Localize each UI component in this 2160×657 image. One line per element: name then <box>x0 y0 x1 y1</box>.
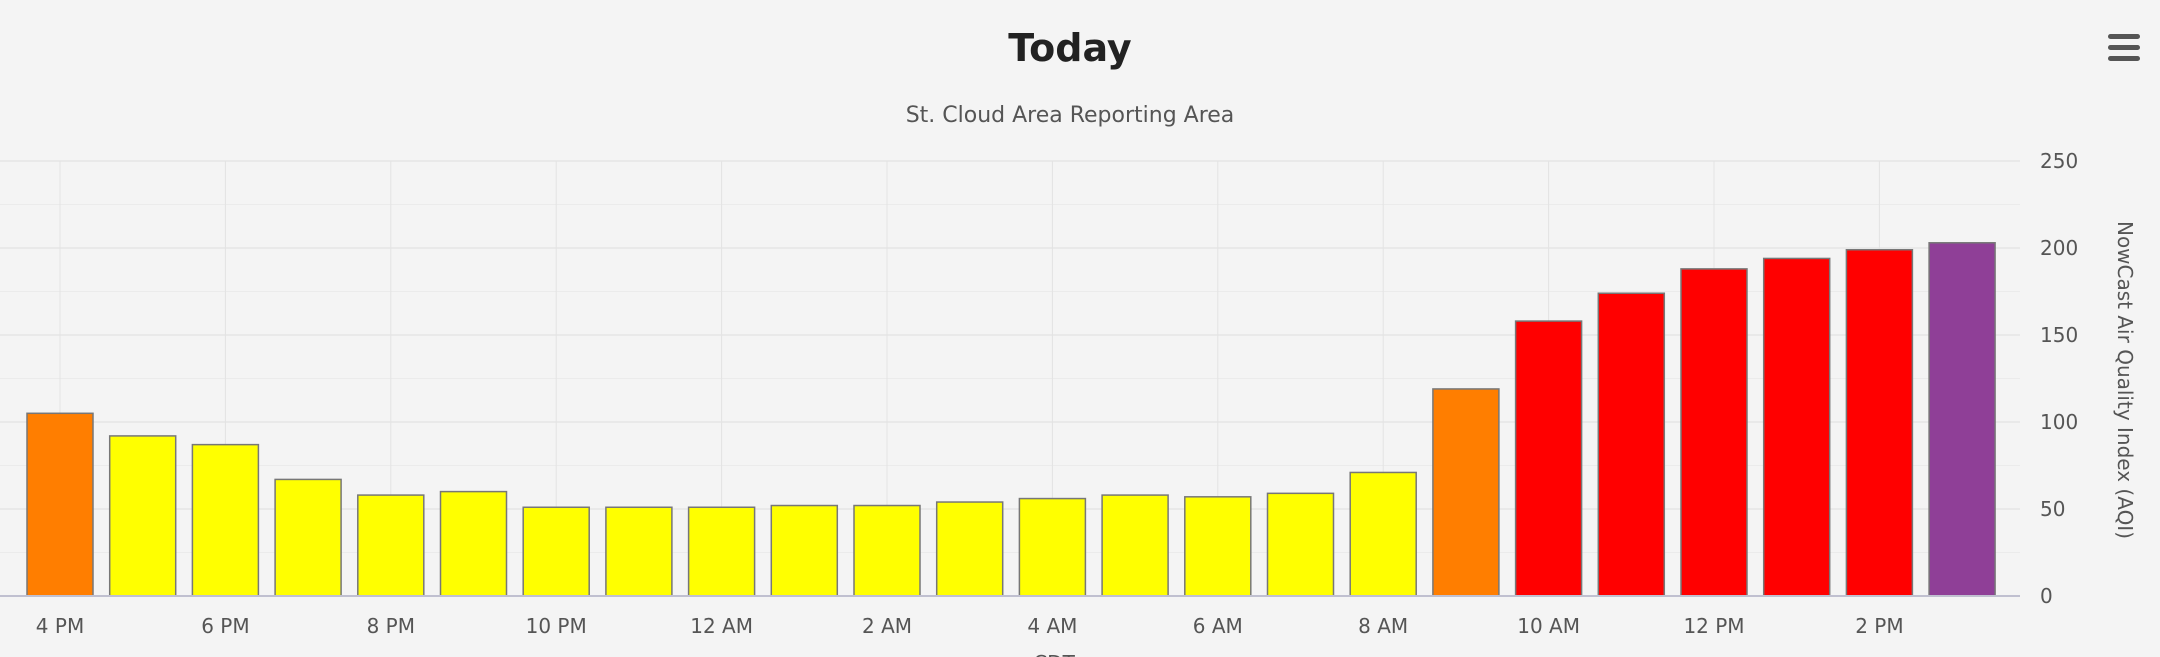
bar-9-am <box>1432 388 1500 597</box>
y-tick-label: 50 <box>2040 497 2065 521</box>
bar-10-am <box>1514 320 1583 597</box>
bar-9-pm <box>439 490 508 597</box>
bar-10-pm <box>522 506 590 597</box>
y-axis-title: NowCast Air Quality Index (AQI) <box>2113 221 2137 539</box>
y-tick-label: 150 <box>2040 323 2078 347</box>
bar-5-pm <box>108 435 177 597</box>
y-tick-label: 250 <box>2040 149 2078 173</box>
bar-8-pm <box>357 494 425 597</box>
x-tick-label: 2 PM <box>1855 614 1903 638</box>
y-tick-label: 0 <box>2040 584 2053 608</box>
y-tick-label: 200 <box>2040 236 2078 260</box>
y-tick-label: 100 <box>2040 410 2078 434</box>
bar-7-am <box>1266 492 1335 597</box>
x-tick-label: 6 AM <box>1193 614 1243 638</box>
bar-2-pm <box>1845 248 1914 597</box>
bar-11-pm <box>605 506 673 597</box>
bar-6-pm <box>191 443 260 597</box>
x-tick-label: 8 AM <box>1358 614 1408 638</box>
bar-7-pm <box>274 478 342 597</box>
bar-5-am <box>1101 494 1169 597</box>
chart-subtitle: St. Cloud Area Reporting Area <box>905 103 1235 128</box>
x-axis-title: CDT <box>1033 651 1075 657</box>
x-tick-label: 12 PM <box>1683 614 1744 638</box>
bar-1-pm <box>1762 257 1831 597</box>
bar-6-am <box>1184 496 1252 597</box>
x-tick-label: 10 AM <box>1517 614 1580 638</box>
bar-11-am <box>1597 292 1666 597</box>
bar-12-pm <box>1680 268 1748 597</box>
chart-title: Today <box>1008 26 1132 70</box>
x-tick-label: 4 PM <box>36 614 84 638</box>
x-tick-label: 12 AM <box>690 614 753 638</box>
hamburger-menu-icon[interactable] <box>2108 34 2142 64</box>
x-tick-label: 6 PM <box>201 614 249 638</box>
bar-8-am <box>1349 471 1417 597</box>
x-tick-label: 10 PM <box>526 614 587 638</box>
bar-1-am <box>770 504 839 597</box>
x-tick-label: 8 PM <box>367 614 415 638</box>
x-tick-label: 2 AM <box>862 614 912 638</box>
bar-4-am <box>1018 497 1087 597</box>
bar-2-am <box>853 504 921 597</box>
bar-3-pm <box>1928 242 1996 597</box>
bar-4-pm <box>26 412 94 597</box>
bar-3-am <box>935 501 1004 597</box>
x-tick-label: 4 AM <box>1027 614 1077 638</box>
bar-12-am <box>687 506 756 597</box>
